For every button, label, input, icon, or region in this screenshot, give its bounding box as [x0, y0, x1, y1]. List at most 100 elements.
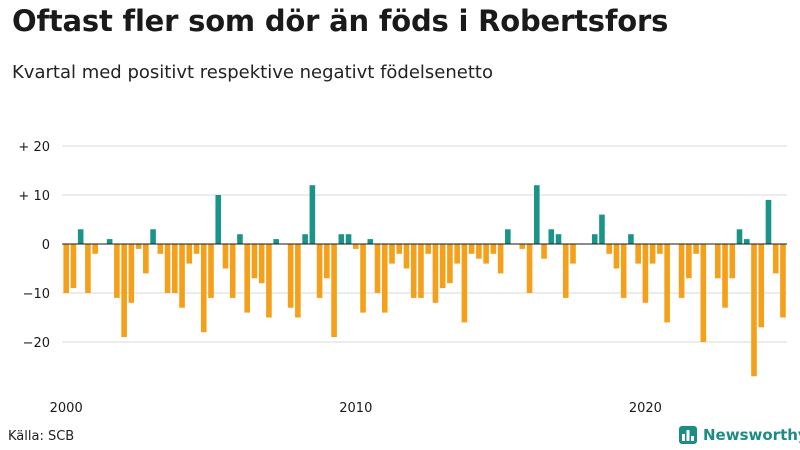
bar	[92, 244, 98, 254]
bar	[555, 234, 562, 244]
bar	[483, 244, 489, 264]
bar	[193, 244, 200, 254]
bar	[63, 244, 69, 293]
bar	[360, 244, 366, 313]
bar	[468, 244, 475, 254]
bar	[309, 185, 316, 244]
bar	[722, 244, 728, 308]
bar	[128, 244, 135, 303]
bar	[229, 244, 236, 298]
bar	[222, 244, 229, 269]
bar	[338, 234, 345, 244]
bar	[244, 244, 250, 313]
bar	[403, 244, 410, 269]
bar	[381, 244, 388, 313]
bar	[519, 244, 526, 249]
bar	[114, 244, 120, 298]
x-tick-label: 2000	[50, 401, 83, 416]
bar	[657, 244, 663, 254]
x-tick-label: 2020	[629, 401, 662, 416]
x-tick-label: 2010	[339, 401, 372, 416]
bar	[599, 214, 605, 244]
bar	[200, 244, 207, 333]
bar	[302, 234, 308, 244]
chart-subtitle: Kvartal med positivt respektive negativt…	[12, 62, 493, 83]
bar	[266, 244, 272, 318]
bar	[345, 234, 352, 244]
y-tick-label: 0	[42, 238, 50, 253]
bar	[686, 244, 692, 279]
bar	[179, 244, 185, 308]
y-tick-label: + 20	[18, 140, 50, 155]
bar	[143, 244, 149, 274]
bar	[613, 244, 620, 269]
bar	[447, 244, 453, 284]
bar	[628, 234, 634, 244]
y-tick-label: + 10	[18, 189, 50, 204]
bar	[570, 244, 576, 264]
bar	[743, 239, 750, 244]
bar	[591, 234, 598, 244]
bar	[410, 244, 417, 298]
brand-name: Newsworthy	[703, 426, 800, 444]
bar	[389, 244, 395, 264]
bar	[548, 229, 555, 244]
y-tick-label: −20	[23, 336, 50, 351]
bar	[186, 244, 193, 264]
bar	[237, 234, 243, 244]
bar	[562, 244, 569, 298]
bar	[367, 239, 374, 244]
bar	[541, 244, 547, 259]
bar	[693, 244, 699, 254]
bar	[135, 244, 142, 249]
bar	[353, 244, 359, 249]
bar	[664, 244, 670, 323]
bar	[642, 244, 649, 303]
bar	[251, 244, 258, 279]
bar	[497, 244, 504, 274]
bar	[316, 244, 323, 298]
bar	[374, 244, 381, 293]
chart-title: Oftast fler som dör än föds i Robertsfor…	[12, 4, 669, 38]
bar	[772, 244, 779, 274]
bar	[751, 244, 757, 377]
y-tick-label: −10	[23, 287, 50, 302]
bar	[215, 195, 222, 244]
bar-chart-logo-icon	[679, 426, 697, 444]
bar	[678, 244, 685, 298]
bar	[439, 244, 446, 289]
bar	[85, 244, 91, 293]
bar	[649, 244, 656, 264]
bar	[324, 244, 330, 279]
bar	[164, 244, 171, 293]
bar	[208, 244, 214, 298]
brand-logo[interactable]: Newsworthy	[679, 426, 800, 444]
bar	[418, 244, 424, 298]
bar	[700, 244, 707, 342]
bar	[121, 244, 127, 338]
bar	[295, 244, 301, 318]
bar	[106, 239, 113, 244]
bar	[70, 244, 77, 289]
bar	[526, 244, 533, 293]
bar	[780, 244, 786, 318]
bar	[490, 244, 497, 254]
bar	[729, 244, 736, 279]
bars	[63, 185, 786, 377]
bar	[331, 244, 337, 338]
bar	[258, 244, 265, 284]
bar	[505, 229, 511, 244]
bar	[715, 244, 721, 279]
bar	[172, 244, 178, 293]
bar	[758, 244, 765, 328]
y-axis-labels: + 20 + 10 0 −10 −20	[18, 140, 50, 351]
bar	[273, 239, 279, 244]
bar	[635, 244, 641, 264]
source-note: Källa: SCB	[8, 429, 75, 444]
x-axis-labels: 2000 2010 2020	[50, 401, 662, 416]
bar	[77, 229, 84, 244]
bar	[287, 244, 294, 308]
bar	[396, 244, 403, 254]
bar	[476, 244, 482, 259]
